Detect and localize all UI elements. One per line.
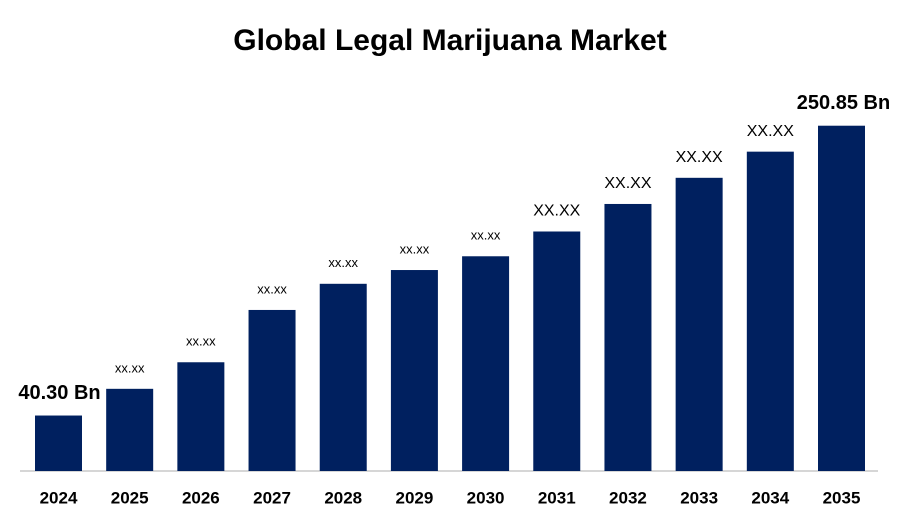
x-tick-label: 2032 [609, 488, 647, 507]
value-label: 250.85 Bn [797, 92, 890, 114]
bar [818, 125, 865, 472]
value-label: XX.XX [604, 175, 651, 192]
value-label: xx.xx [471, 228, 501, 243]
x-tick-label: 2027 [253, 488, 291, 507]
value-label: XX.XX [676, 149, 723, 166]
x-tick-label: 2024 [40, 488, 78, 507]
x-tick-label: 2029 [395, 488, 433, 507]
bar [675, 177, 723, 471]
value-label: XX.XX [747, 123, 794, 140]
bar [604, 203, 652, 471]
bar [533, 231, 581, 471]
value-label: XX.XX [533, 203, 580, 220]
x-tick-label: 2025 [111, 488, 149, 507]
bar [248, 309, 296, 471]
chart-title: Global Legal Marijuana Market [233, 24, 666, 57]
x-tick-label: 2035 [823, 488, 861, 507]
x-tick-label: 2033 [680, 488, 718, 507]
value-label: xx.xx [328, 255, 358, 270]
x-tick-label: 2026 [182, 488, 220, 507]
value-label: xx.xx [400, 241, 430, 256]
bar [390, 270, 438, 471]
value-label: xx.xx [257, 281, 287, 296]
bar [319, 283, 367, 471]
x-tick-label: 2034 [751, 488, 789, 507]
x-tick-label: 2028 [324, 488, 362, 507]
bar [35, 415, 82, 471]
bar [746, 151, 794, 472]
x-tick-label: 2030 [467, 488, 505, 507]
value-label: xx.xx [115, 360, 145, 375]
bar [177, 362, 225, 471]
bar [106, 388, 154, 471]
bar [462, 256, 510, 471]
x-tick-label: 2031 [538, 488, 576, 507]
value-label: xx.xx [186, 334, 216, 349]
value-label: 40.30 Bn [18, 382, 100, 404]
